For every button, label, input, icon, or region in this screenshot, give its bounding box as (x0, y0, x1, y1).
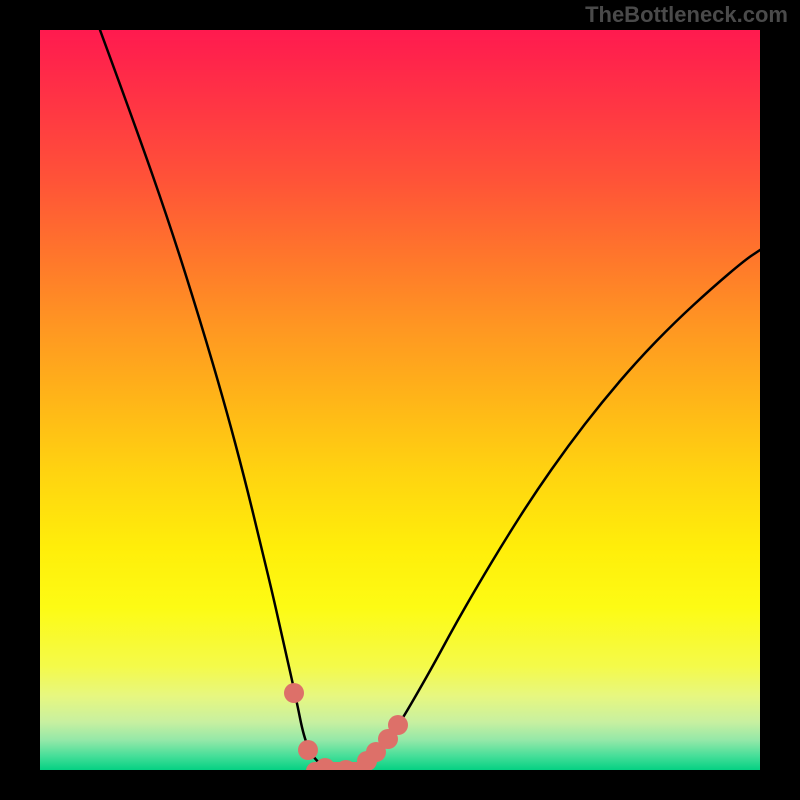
marker-dot (388, 715, 408, 735)
figure-outer: TheBottleneck.com (0, 0, 800, 800)
plot-area (40, 30, 760, 770)
marker-dot (298, 740, 318, 760)
watermark-text: TheBottleneck.com (585, 2, 788, 28)
gradient-background (40, 30, 760, 770)
marker-dot (284, 683, 304, 703)
chart-svg (40, 30, 760, 770)
